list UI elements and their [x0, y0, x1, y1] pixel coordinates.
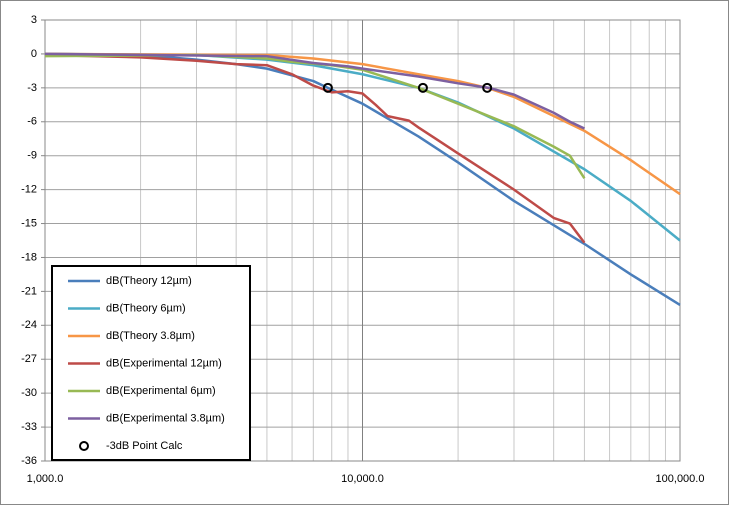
y-tick-label: -6: [27, 116, 37, 128]
y-tick-label: -36: [21, 455, 37, 467]
series-line: [44, 53, 586, 244]
legend-label: dB(Theory 3.8µm): [106, 330, 195, 342]
y-tick-label: -12: [21, 184, 37, 196]
legend-symbol: [79, 441, 89, 451]
y-tick-label: -18: [21, 251, 37, 263]
y-tick-label: -30: [21, 387, 37, 399]
x-tick-label: 100,000.0: [656, 473, 705, 485]
legend-label: dB(Theory 6µm): [106, 302, 186, 314]
y-tick-label: -15: [21, 217, 37, 229]
point: [322, 82, 333, 93]
y-tick-label: -9: [27, 150, 37, 162]
legend-label: dB(Experimental 3.8µm): [106, 412, 225, 424]
y-tick-label: -27: [21, 353, 37, 365]
y-tick-label: -3: [27, 82, 37, 94]
y-tick-label: -33: [21, 421, 37, 433]
legend-label: dB(Theory 12µm): [106, 275, 192, 287]
legend-label: dB(Experimental 6µm): [106, 385, 216, 397]
y-tick-label: -24: [21, 319, 37, 331]
x-tick-label: 1,000.0: [27, 473, 64, 485]
point: [482, 82, 493, 93]
series-line: [44, 52, 585, 130]
legend: dB(Theory 12µm) dB(Theory 6µm) dB(Theory 3…: [51, 265, 251, 461]
y-tick-label: 0: [31, 48, 37, 60]
legend-label: dB(Experimental 12µm): [106, 357, 222, 369]
x-tick-label: 10,000.0: [341, 473, 384, 485]
series-line: [44, 53, 586, 179]
series-line: [44, 52, 681, 196]
point: [417, 82, 428, 93]
y-tick-label: 3: [31, 14, 37, 26]
legend-label: -3dB Point Calc: [106, 440, 183, 452]
y-tick-label: -21: [21, 285, 37, 297]
